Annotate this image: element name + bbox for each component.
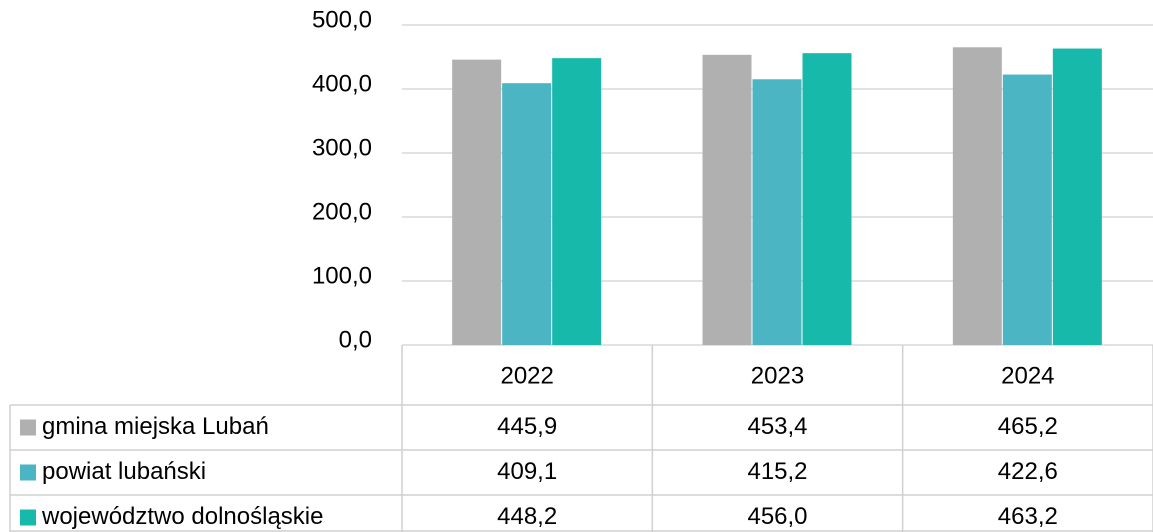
x-tick-label: 2023	[751, 362, 804, 389]
bar	[452, 59, 502, 346]
table-value: 415,2	[747, 458, 807, 485]
legend-swatch	[20, 509, 36, 526]
table-value: 463,2	[998, 503, 1058, 530]
table-value: 465,2	[998, 413, 1058, 440]
legend-label: gmina miejska Lubań	[42, 413, 269, 440]
y-tick-label: 0,0	[339, 326, 372, 353]
bar	[552, 58, 602, 345]
table-value: 445,9	[497, 413, 557, 440]
table-value: 409,1	[497, 458, 557, 485]
legend-label: powiat lubański	[42, 458, 206, 485]
table-value: 456,0	[747, 503, 807, 530]
bar	[752, 79, 802, 345]
y-tick-label: 300,0	[312, 134, 372, 161]
y-tick-label: 500,0	[312, 6, 372, 33]
x-tick-label: 2022	[500, 362, 553, 389]
bar	[502, 83, 552, 346]
y-tick-label: 400,0	[312, 70, 372, 97]
bar	[702, 54, 752, 345]
bar	[1002, 74, 1052, 345]
bar	[1052, 48, 1102, 345]
table-value: 422,6	[998, 458, 1058, 485]
x-tick-label: 2024	[1001, 362, 1054, 389]
y-tick-label: 100,0	[312, 262, 372, 289]
y-tick-label: 200,0	[312, 198, 372, 225]
legend-label: województwo dolnośląskie	[41, 503, 323, 530]
bar	[802, 53, 852, 345]
bar	[952, 47, 1002, 345]
legend-swatch	[20, 464, 36, 481]
table-value: 453,4	[747, 413, 807, 440]
table-value: 448,2	[497, 503, 557, 530]
legend-swatch	[20, 419, 36, 436]
